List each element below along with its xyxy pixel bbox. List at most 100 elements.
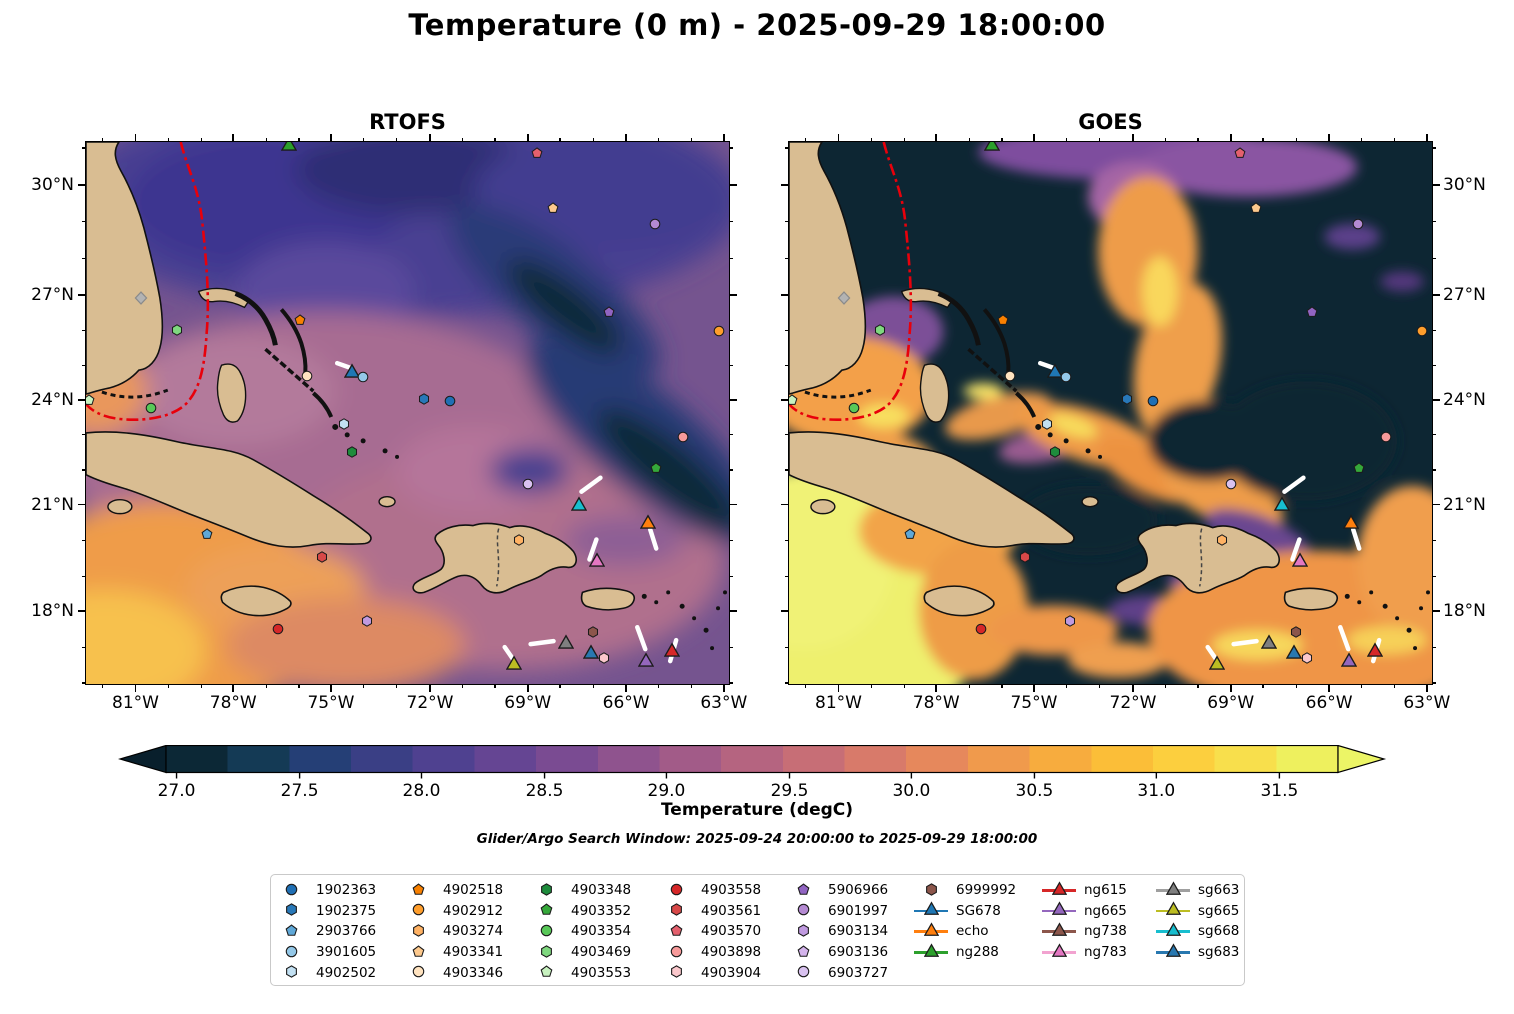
legend-item-4903570: 4903570 — [659, 921, 761, 942]
hexagon-icon — [529, 944, 563, 960]
marker-6903134 — [361, 615, 373, 627]
axis-tick — [729, 469, 733, 471]
axis-tick — [1099, 138, 1101, 142]
axis-tick — [729, 575, 733, 577]
colorbar-tick-label: 30.5 — [1015, 781, 1054, 801]
marker-4903341 — [1250, 201, 1262, 214]
legend-column: 4902518 4902912 4903274 4903341 4903346 — [401, 880, 503, 983]
rtofs-map: RTOFS — [31, 110, 747, 713]
legend-label: 4903346 — [443, 964, 504, 981]
legend-item-4903553: 4903553 — [529, 962, 631, 983]
axis-tick — [82, 575, 86, 577]
axis-tick — [1262, 138, 1264, 142]
hexagon-icon — [914, 882, 948, 898]
axis-tick — [785, 575, 789, 577]
legend-item-sg668: sg668 — [1156, 921, 1239, 942]
axis-tick — [78, 610, 86, 613]
axis-tick — [78, 183, 86, 186]
pentagon-icon — [786, 944, 820, 960]
legend-item-4902518: 4902518 — [401, 880, 503, 901]
marker-4903348 — [346, 446, 358, 458]
marker-4902912 — [1416, 325, 1428, 337]
legend-label: 4903561 — [701, 902, 762, 919]
legend-label: 6903727 — [828, 964, 889, 981]
axis-tick — [1432, 221, 1436, 223]
axis-tick — [200, 684, 202, 688]
marker-ng615 — [1367, 642, 1384, 658]
marker-sg668 — [570, 495, 587, 512]
axis-tick — [1001, 138, 1003, 142]
legend-column: 5906966 6901997 6903134 6903136 6903727 — [786, 880, 888, 983]
legend-item-2903766: 2903766 — [274, 921, 376, 942]
legend-item-1902363: 1902363 — [274, 880, 376, 901]
legend-item-SG678: SG678 — [914, 901, 1016, 922]
axis-tick — [1360, 684, 1362, 688]
pentagon-icon — [659, 923, 693, 939]
axis-tick — [82, 646, 86, 648]
axis-tick — [1229, 134, 1232, 142]
axis-tick — [785, 682, 789, 684]
axis-tick — [785, 434, 789, 436]
marker-6903727 — [522, 478, 534, 490]
lat-tick-label: 24°N — [31, 389, 74, 410]
axis-tick — [785, 364, 789, 366]
legend-item-ng615: ng615 — [1042, 880, 1127, 901]
axis-tick — [870, 138, 872, 142]
marker-6999992 — [587, 626, 599, 638]
colorbar-tick-label: 31.0 — [1137, 781, 1176, 801]
circle-icon — [274, 882, 308, 898]
axis-tick — [837, 684, 840, 692]
hexagon-icon — [659, 903, 693, 919]
marker-4903469 — [874, 323, 886, 336]
axis-tick — [494, 138, 496, 142]
legend-label: 4903570 — [701, 923, 762, 940]
legend-label: sg683 — [1198, 944, 1240, 961]
axis-tick — [1432, 329, 1436, 331]
legend-item-4903469: 4903469 — [529, 942, 631, 963]
axis-tick — [78, 294, 86, 297]
axis-tick — [657, 684, 659, 688]
marker-4903558 — [975, 623, 987, 635]
axis-tick — [1393, 684, 1395, 688]
platform-legend: 1902363 1902375 2903766 3901605 4902502 49025… — [270, 874, 1245, 986]
axis-tick — [729, 147, 733, 149]
axis-tick — [729, 398, 737, 401]
legend-item-4903354: 4903354 — [529, 921, 631, 942]
legend-label: 4903558 — [701, 882, 762, 899]
lon-tick-label: 81°W — [112, 693, 159, 713]
axis-tick — [329, 134, 332, 142]
marker-4903346 — [301, 370, 313, 382]
axis-tick — [82, 221, 86, 223]
axis-tick — [78, 503, 86, 506]
marker-4903354 — [145, 402, 157, 414]
axis-tick — [785, 646, 789, 648]
marker-4902518 — [294, 314, 306, 326]
legend-item-4903348: 4903348 — [529, 880, 631, 901]
legend-label: 4903352 — [571, 902, 632, 919]
marker-4903570 — [1234, 147, 1246, 159]
marker-ng783 — [1291, 552, 1309, 568]
axis-tick — [1432, 469, 1436, 471]
lat-tick-label: 21°N — [31, 494, 74, 515]
colorbar-tick-label: 28.0 — [402, 781, 441, 801]
marker-2903766 — [201, 528, 213, 540]
legend-label: 5906966 — [828, 882, 889, 899]
marker-echo — [1342, 514, 1360, 530]
legend-item-ng288: ng288 — [914, 942, 1016, 963]
marker-sg683 — [1286, 644, 1303, 660]
axis-tick — [729, 221, 733, 223]
axis-tick — [167, 684, 169, 688]
marker-4902912 — [713, 325, 725, 337]
colorbar-tick-label: 31.5 — [1260, 781, 1299, 801]
axis-tick — [461, 138, 463, 142]
marker-4903561 — [316, 550, 328, 563]
legend-item-6901997: 6901997 — [786, 901, 888, 922]
axis-tick — [837, 134, 840, 142]
rtofs-title: RTOFS — [369, 110, 446, 134]
axis-tick — [329, 684, 332, 692]
legend-item-4903346: 4903346 — [401, 962, 503, 983]
axis-tick — [82, 364, 86, 366]
legend-column: sg663 sg665 sg668 sg683 — [1156, 880, 1239, 962]
legend-item-4903341: 4903341 — [401, 942, 503, 963]
lon-tick-label: 78°W — [209, 693, 257, 713]
